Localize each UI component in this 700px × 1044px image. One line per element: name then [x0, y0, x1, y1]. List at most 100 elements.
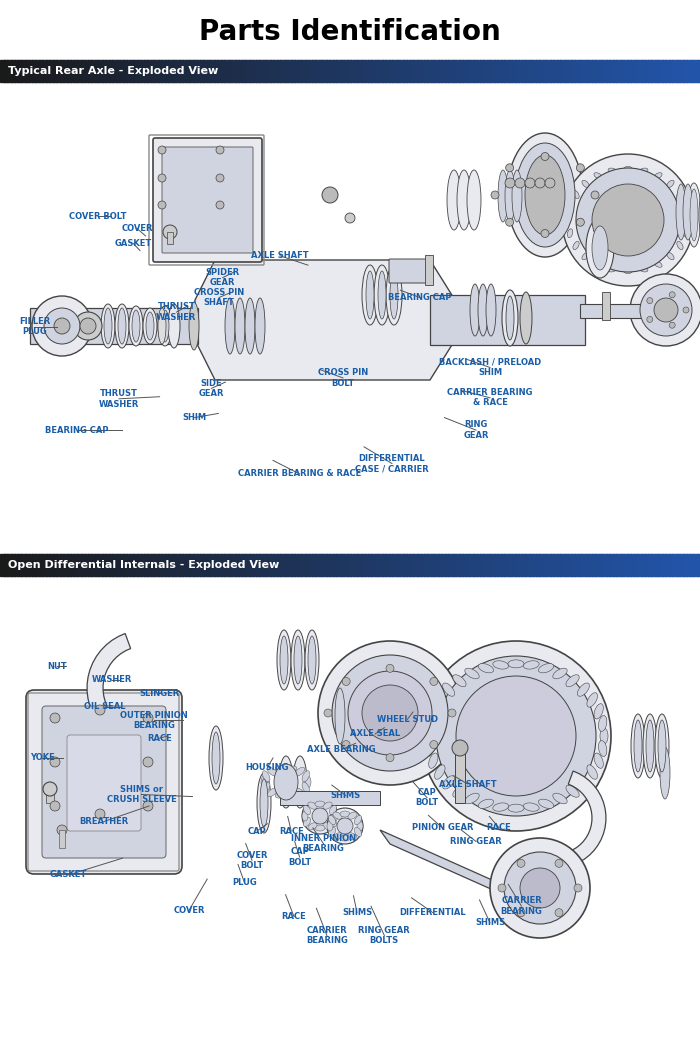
- Bar: [444, 554, 449, 576]
- FancyBboxPatch shape: [389, 259, 429, 283]
- Bar: [385, 60, 389, 82]
- Bar: [602, 554, 606, 576]
- Ellipse shape: [465, 668, 480, 679]
- Ellipse shape: [340, 811, 350, 817]
- Circle shape: [158, 146, 166, 155]
- Bar: [476, 60, 480, 82]
- Bar: [410, 60, 414, 82]
- Circle shape: [517, 908, 525, 917]
- Ellipse shape: [600, 728, 608, 744]
- Bar: [7, 60, 11, 82]
- Ellipse shape: [261, 776, 267, 788]
- Bar: [234, 554, 239, 576]
- Text: SPIDER
GEAR: SPIDER GEAR: [206, 268, 239, 287]
- Bar: [626, 554, 631, 576]
- Bar: [336, 60, 340, 82]
- Ellipse shape: [634, 720, 642, 772]
- Bar: [518, 554, 522, 576]
- Bar: [193, 554, 197, 576]
- Bar: [690, 60, 694, 82]
- Bar: [430, 60, 435, 82]
- Ellipse shape: [118, 308, 126, 345]
- Text: SHIMS: SHIMS: [330, 791, 361, 800]
- Bar: [49, 60, 53, 82]
- Bar: [616, 554, 620, 576]
- Bar: [424, 554, 428, 576]
- Bar: [10, 554, 15, 576]
- Ellipse shape: [295, 788, 304, 797]
- Circle shape: [342, 740, 350, 749]
- Bar: [318, 60, 323, 82]
- Bar: [514, 554, 519, 576]
- Bar: [105, 554, 109, 576]
- Circle shape: [44, 308, 80, 345]
- Bar: [346, 60, 351, 82]
- PathPatch shape: [380, 830, 520, 902]
- Ellipse shape: [683, 184, 693, 240]
- Circle shape: [498, 884, 506, 892]
- Bar: [430, 295, 585, 345]
- Bar: [189, 60, 193, 82]
- Bar: [385, 554, 389, 576]
- Bar: [357, 554, 361, 576]
- Ellipse shape: [374, 265, 390, 325]
- Circle shape: [669, 323, 675, 328]
- Bar: [374, 60, 379, 82]
- Circle shape: [43, 782, 57, 796]
- Circle shape: [216, 146, 224, 155]
- Circle shape: [452, 740, 468, 756]
- Ellipse shape: [323, 802, 332, 809]
- Bar: [682, 60, 687, 82]
- Ellipse shape: [327, 821, 333, 831]
- Bar: [578, 554, 582, 576]
- Ellipse shape: [573, 241, 579, 250]
- Bar: [511, 554, 515, 576]
- Bar: [630, 60, 634, 82]
- Bar: [119, 554, 123, 576]
- Ellipse shape: [515, 143, 575, 247]
- Ellipse shape: [502, 290, 518, 346]
- Ellipse shape: [624, 166, 633, 171]
- Bar: [315, 60, 319, 82]
- Bar: [98, 554, 102, 576]
- Bar: [364, 554, 368, 576]
- Bar: [504, 60, 508, 82]
- Bar: [88, 60, 92, 82]
- Text: SHIMS: SHIMS: [475, 919, 505, 927]
- Ellipse shape: [608, 266, 617, 271]
- Text: DIFFERENTIAL: DIFFERENTIAL: [399, 908, 466, 917]
- Ellipse shape: [592, 226, 608, 270]
- Bar: [441, 60, 445, 82]
- Circle shape: [491, 191, 499, 199]
- Bar: [154, 60, 158, 82]
- Bar: [84, 554, 88, 576]
- Bar: [10, 60, 15, 82]
- FancyBboxPatch shape: [42, 706, 166, 858]
- Bar: [410, 554, 414, 576]
- Ellipse shape: [478, 799, 493, 808]
- Text: COVER BOLT: COVER BOLT: [69, 212, 127, 220]
- Bar: [18, 60, 22, 82]
- Ellipse shape: [315, 825, 325, 831]
- Bar: [546, 554, 550, 576]
- Bar: [102, 554, 106, 576]
- Bar: [550, 554, 554, 576]
- Circle shape: [337, 818, 353, 834]
- Bar: [245, 554, 249, 576]
- Bar: [539, 60, 543, 82]
- Circle shape: [576, 164, 584, 172]
- Circle shape: [158, 201, 166, 209]
- Ellipse shape: [677, 190, 683, 198]
- Circle shape: [32, 296, 92, 356]
- Bar: [389, 554, 393, 576]
- Bar: [77, 60, 81, 82]
- Ellipse shape: [262, 770, 270, 782]
- Ellipse shape: [303, 817, 311, 827]
- Circle shape: [630, 274, 700, 346]
- Ellipse shape: [524, 803, 539, 811]
- Bar: [504, 554, 508, 576]
- Bar: [312, 554, 316, 576]
- Circle shape: [348, 671, 432, 755]
- Ellipse shape: [586, 218, 614, 278]
- Bar: [483, 60, 487, 82]
